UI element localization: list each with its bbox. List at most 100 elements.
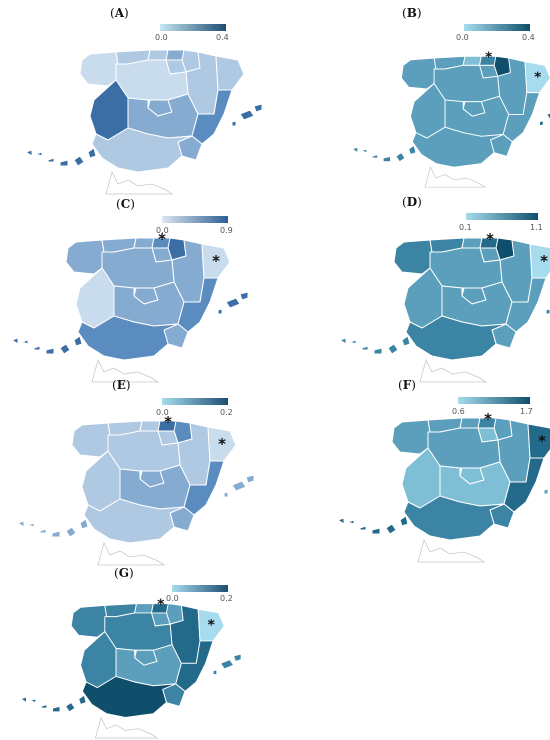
region-andalusia bbox=[91, 127, 193, 173]
color-legend-bar bbox=[172, 585, 228, 592]
region-baleares bbox=[239, 109, 255, 121]
legend-min-label: 0.0 bbox=[456, 33, 469, 42]
region-galicia bbox=[400, 57, 437, 90]
spain-choropleth-map bbox=[25, 49, 263, 195]
significance-asterisk: * bbox=[485, 50, 492, 66]
significance-asterisk: * bbox=[218, 435, 226, 453]
region-canarias bbox=[59, 159, 69, 167]
legend-max-label: 0.2 bbox=[220, 594, 233, 603]
region-canarias bbox=[40, 703, 48, 709]
region-andalusia bbox=[83, 498, 185, 544]
panel-letter-text: E bbox=[116, 378, 126, 392]
region-cantabria bbox=[133, 237, 155, 249]
inset-outline bbox=[417, 538, 486, 563]
region-galicia bbox=[393, 239, 433, 275]
region-canarias bbox=[382, 155, 391, 163]
region-baleares bbox=[212, 669, 218, 675]
region-canarias bbox=[33, 345, 41, 351]
region-basque bbox=[165, 49, 185, 61]
panel-letter-text: C bbox=[120, 197, 131, 211]
region-andalusia bbox=[405, 315, 507, 361]
significance-asterisk: * bbox=[164, 413, 172, 431]
panel-letter: (G) bbox=[114, 566, 134, 580]
color-legend-bar bbox=[162, 398, 228, 405]
legend-max-label: 0.4 bbox=[522, 33, 535, 42]
region-canarias bbox=[25, 149, 33, 157]
color-legend-bar bbox=[160, 24, 226, 31]
region-canarias bbox=[39, 528, 47, 534]
region-canarias bbox=[17, 520, 25, 528]
inset-outline bbox=[91, 358, 160, 383]
region-cantabria bbox=[139, 420, 161, 432]
region-canarias bbox=[337, 517, 345, 525]
region-baleares bbox=[217, 308, 223, 315]
color-legend-bar bbox=[466, 213, 538, 220]
inset-outline bbox=[105, 170, 174, 195]
region-canarias bbox=[351, 146, 359, 154]
inset-outline bbox=[97, 541, 166, 566]
legend-max-label: 0.9 bbox=[220, 226, 233, 235]
region-baleares bbox=[239, 291, 249, 301]
color-legend-bar bbox=[464, 24, 530, 31]
region-cantabria bbox=[461, 237, 483, 249]
panel-letter: (E) bbox=[112, 378, 131, 392]
panel-letter: (C) bbox=[116, 197, 135, 211]
region-canarias bbox=[339, 337, 347, 345]
significance-asterisk: * bbox=[157, 597, 165, 613]
significance-asterisk: * bbox=[158, 230, 166, 248]
legend-min-label: 0.0 bbox=[166, 594, 179, 603]
region-canarias bbox=[78, 694, 87, 705]
region-baleares bbox=[253, 103, 263, 113]
region-canarias bbox=[79, 518, 89, 530]
legend-max-label: 0.2 bbox=[220, 408, 233, 417]
region-galicia bbox=[79, 51, 119, 87]
region-baleares bbox=[231, 480, 247, 492]
region-canarias bbox=[29, 698, 37, 703]
region-galicia bbox=[391, 419, 431, 455]
legend-max-label: 1.1 bbox=[530, 223, 543, 232]
region-canarias bbox=[399, 515, 409, 527]
inset-outline bbox=[94, 716, 159, 739]
region-catalonia bbox=[207, 426, 237, 462]
region-baleares bbox=[231, 120, 237, 127]
region-catalonia bbox=[524, 61, 550, 94]
region-catalonia bbox=[201, 243, 231, 279]
legend-min-label: 0.1 bbox=[459, 223, 472, 232]
region-canarias bbox=[47, 157, 55, 163]
region-canarias bbox=[73, 335, 83, 347]
spain-choropleth-map: ** bbox=[17, 413, 255, 566]
spain-choropleth-map: ** bbox=[351, 50, 550, 188]
legend-min-label: 0.0 bbox=[156, 226, 169, 235]
region-cantabria bbox=[134, 603, 154, 614]
legend-min-label: 0.0 bbox=[156, 408, 169, 417]
region-canarias bbox=[59, 343, 71, 355]
region-canarias bbox=[371, 527, 381, 535]
inset-outline bbox=[424, 166, 487, 188]
color-legend-bar bbox=[162, 216, 228, 223]
region-andalusia bbox=[411, 126, 504, 168]
region-galicia bbox=[65, 239, 105, 275]
significance-asterisk: * bbox=[486, 230, 494, 248]
region-canarias bbox=[45, 347, 55, 355]
region-canarias bbox=[360, 148, 368, 154]
region-canarias bbox=[349, 339, 357, 345]
panel-letter-text: G bbox=[118, 566, 129, 580]
region-canarias bbox=[73, 155, 85, 167]
region-canarias bbox=[347, 519, 355, 525]
region-canarias bbox=[401, 335, 411, 347]
region-baleares bbox=[233, 653, 242, 662]
region-catalonia bbox=[527, 423, 550, 459]
spain-choropleth-map: ** bbox=[20, 597, 242, 739]
panel-letter: (D) bbox=[402, 195, 422, 209]
panel-letter: (B) bbox=[402, 6, 422, 20]
legend-max-label: 1.7 bbox=[520, 407, 533, 416]
region-canarias bbox=[65, 526, 77, 538]
legend-min-label: 0.6 bbox=[452, 407, 465, 416]
region-canarias bbox=[395, 152, 406, 163]
inset-outline bbox=[419, 358, 488, 383]
region-canarias bbox=[387, 343, 399, 355]
region-canarias bbox=[35, 151, 43, 157]
region-baleares bbox=[223, 491, 229, 498]
region-catalonia bbox=[197, 608, 225, 642]
legend-min-label: 0.0 bbox=[155, 33, 168, 42]
